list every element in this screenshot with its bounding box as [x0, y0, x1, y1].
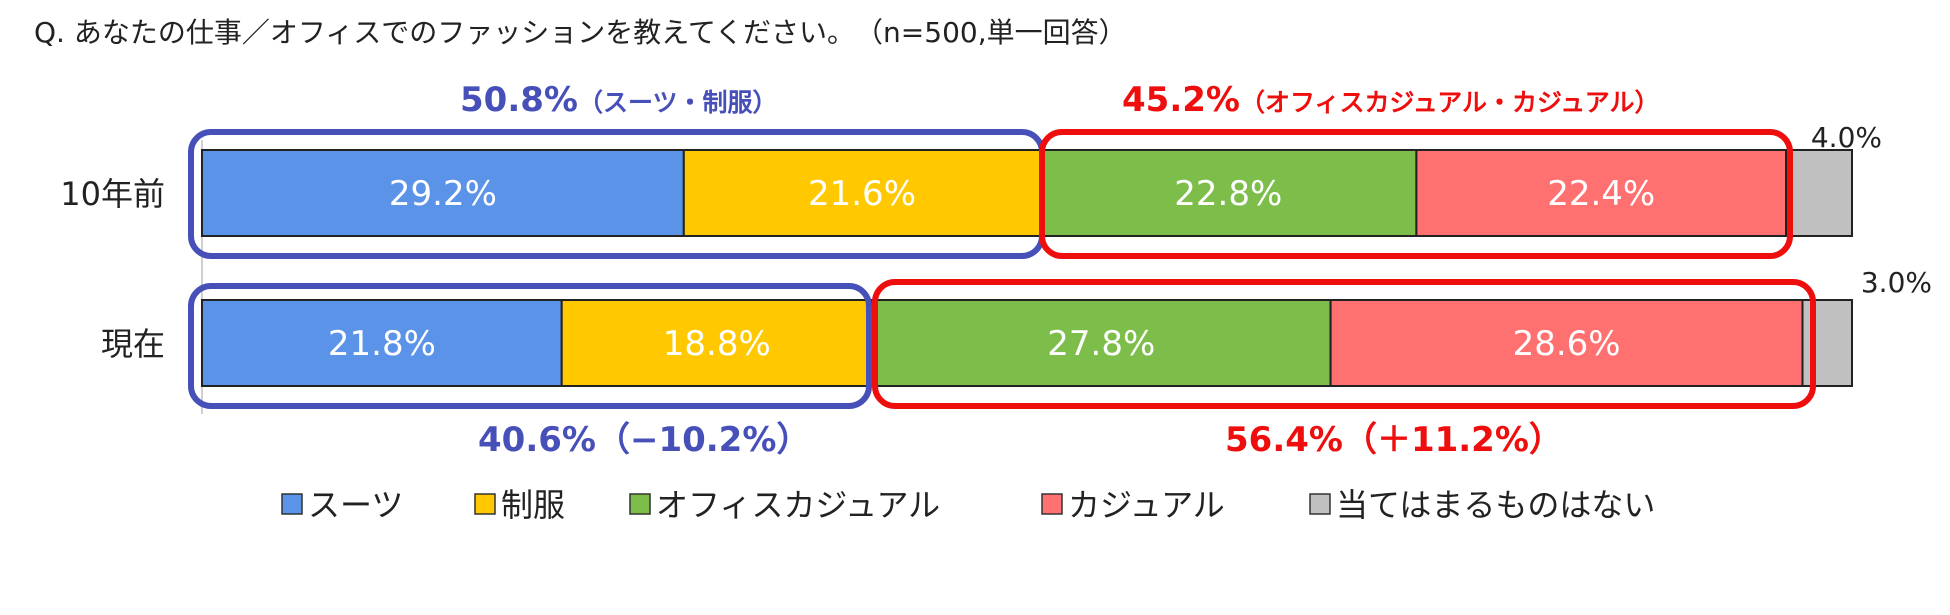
- data-label-uniform-now: 18.8%: [663, 324, 771, 364]
- legend-label-none: 当てはまるものはない: [1336, 486, 1655, 524]
- bar-none-now: [1801, 299, 1853, 387]
- legend-swatch-office-casual: [629, 493, 651, 515]
- legend-label-uniform: 制服: [501, 486, 565, 524]
- data-label-uniform-before: 21.6%: [808, 174, 916, 214]
- before-formal-pct: 50.8%: [460, 80, 578, 120]
- before-casual-pct: 45.2%: [1122, 80, 1240, 120]
- legend-label-office-casual: オフィスカジュアル: [656, 486, 940, 524]
- bar-office-casual-now: [870, 299, 1332, 387]
- before-formal-sub: （スーツ・制服）: [578, 88, 778, 117]
- question-title: Q. あなたの仕事／オフィスでのファッションを教えてください。 （n=500,単…: [34, 16, 1127, 49]
- bar-none-before: [1785, 149, 1853, 237]
- data-label-office-casual-before: 22.8%: [1174, 174, 1282, 214]
- legend-swatch-suit: [281, 493, 303, 515]
- segment-labels: 29.2% 21.6% 22.8% 22.4% 21.8% 18.8% 27.8% 28.6%: [328, 174, 1655, 364]
- bar-uniform-before: [682, 149, 1042, 237]
- bar-segments: [201, 149, 1853, 387]
- bar-office-casual-before: [1039, 149, 1418, 237]
- group-box-before-casual: [1039, 129, 1793, 259]
- legend-label-casual: カジュアル: [1068, 486, 1225, 524]
- bar-suit-now: [201, 299, 563, 387]
- group-label-now-casual: 56.4%（＋11.2%）: [1225, 420, 1563, 460]
- data-label-casual-before: 22.4%: [1547, 174, 1655, 214]
- before-casual-sub: （オフィスカジュアル・カジュアル）: [1240, 88, 1660, 117]
- legend-label-suit: スーツ: [308, 486, 403, 524]
- none-label-now: 3.0%: [1861, 266, 1932, 299]
- legend-swatch-uniform: [474, 493, 496, 515]
- data-label-suit-before: 29.2%: [389, 174, 497, 214]
- group-box-now-formal: [188, 283, 872, 409]
- data-label-office-casual-now: 27.8%: [1047, 324, 1155, 364]
- group-label-now-formal: 40.6%（−10.2%）: [478, 420, 810, 460]
- legend-swatch-none: [1309, 493, 1331, 515]
- legend: スーツ 制服 オフィスカジュアル カジュアル 当てはまるものはない: [281, 486, 1655, 524]
- data-label-casual-now: 28.6%: [1513, 324, 1621, 364]
- data-label-suit-now: 21.8%: [328, 324, 436, 364]
- category-label-before: 10年前: [60, 175, 165, 213]
- legend-swatch-casual: [1041, 493, 1063, 515]
- bar-casual-now: [1329, 299, 1804, 387]
- group-label-before-casual: 45.2%（オフィスカジュアル・カジュアル）: [1122, 80, 1659, 120]
- group-label-before-formal: 50.8%（スーツ・制服）: [460, 80, 777, 120]
- none-label-before: 4.0%: [1811, 121, 1882, 154]
- category-label-now: 現在: [101, 325, 165, 363]
- group-box-now-casual: [872, 279, 1816, 409]
